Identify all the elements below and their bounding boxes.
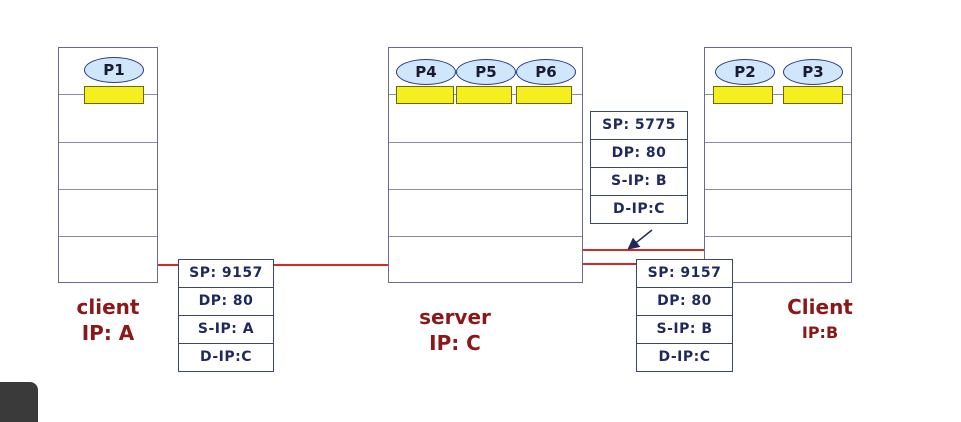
process-p1[interactable]: P1 [84,57,144,83]
process-p3[interactable]: P3 [783,59,843,85]
process-p6[interactable]: P6 [516,59,576,85]
socket-p6[interactable] [516,86,572,104]
host-ip: IP: C [429,331,481,355]
host-server-c: P4 P5 P6 [388,47,583,283]
header-field: D-IP:C [612,201,666,217]
header-field: DP: 80 [179,288,273,316]
header-field: S-IP: B [591,168,687,196]
segment-header-b1: SP: 5775 DP: 80 S-IP: B D-IP:C [590,111,688,224]
host-ip: IP:B [801,323,839,342]
header-field: S-IP: A [179,316,273,344]
process-p5[interactable]: P5 [456,59,516,85]
host-client-b: P2 P3 [704,47,852,283]
host-role: client [76,295,140,319]
header-field: DP: 80 [637,288,732,316]
header-field: D-IP:C [199,349,253,365]
player-corner-overlay [0,382,38,422]
header-field: D-IP:C [658,349,711,365]
segment-header-a: SP: 9157 DP: 80 S-IP: A D-IP:C [178,259,274,372]
label-client-a: client IP: A [58,294,158,346]
process-p2[interactable]: P2 [715,59,775,85]
socket-p2[interactable] [713,86,773,104]
host-ip: IP: A [81,321,135,345]
header-field: DP: 80 [591,140,687,168]
socket-p1[interactable] [84,86,144,104]
header-field: SP: 9157 [637,260,732,288]
host-role: server [419,305,491,329]
host-client-a: P1 [58,47,158,283]
host-role: Client [787,295,853,319]
header-field: S-IP: B [637,316,732,344]
socket-p3[interactable] [783,86,843,104]
header-field: SP: 9157 [179,260,273,288]
segment-header-b2: SP: 9157 DP: 80 S-IP: B D-IP:C [636,259,733,372]
process-p4[interactable]: P4 [396,59,456,85]
label-client-b: Client IP:B [770,294,870,346]
header-field: SP: 5775 [591,112,687,140]
socket-p5[interactable] [456,86,512,104]
header-pointer [627,229,653,250]
socket-p4[interactable] [396,86,454,104]
label-server-c: server IP: C [400,304,510,356]
